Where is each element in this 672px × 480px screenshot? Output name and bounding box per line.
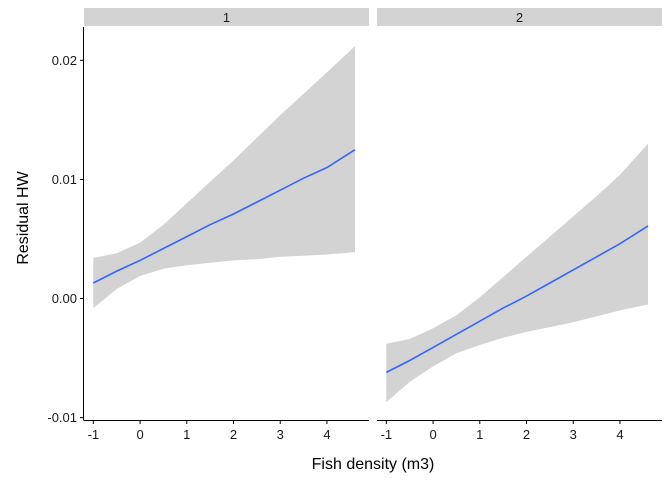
x-tick-label: 4 xyxy=(323,427,330,442)
y-tick-label: 0.01 xyxy=(52,172,77,187)
y-tick-label: -0.01 xyxy=(47,410,77,425)
x-tick-label: 2 xyxy=(523,427,530,442)
facet-strip xyxy=(377,8,662,26)
x-tick-label: 0 xyxy=(429,427,436,442)
panel-2: 2 -1 0 1 2 3 4 xyxy=(377,8,662,442)
y-axis-title: Residual HW xyxy=(15,170,32,264)
x-tick-label: -1 xyxy=(381,427,393,442)
facet-strip xyxy=(84,8,369,26)
x-tick-label: 1 xyxy=(183,427,190,442)
x-tick-label: 1 xyxy=(476,427,483,442)
x-tick-label: -1 xyxy=(88,427,100,442)
fit-line xyxy=(92,149,356,284)
x-axis-title: Fish density (m3) xyxy=(312,456,435,473)
panel-1: 1 -1 0 1 2 3 4 xyxy=(84,8,369,442)
x-tick-label: 3 xyxy=(277,427,284,442)
y-tick-label: 0.02 xyxy=(52,53,77,68)
facet-strip-label: 1 xyxy=(223,10,230,25)
confidence-ribbon xyxy=(386,143,648,403)
x-tick-label: 0 xyxy=(136,427,143,442)
x-tick-label: 4 xyxy=(616,427,623,442)
panels: 1 -1 0 1 2 3 4 2 -1 0 1 2 3 4 xyxy=(84,8,662,442)
y-axis: -0.01 0.00 0.01 0.02 xyxy=(47,27,84,425)
confidence-ribbon xyxy=(93,46,356,309)
x-tick-label: 3 xyxy=(570,427,577,442)
x-tick-label: 2 xyxy=(230,427,237,442)
y-tick-label: 0.00 xyxy=(52,291,77,306)
fit-line xyxy=(385,225,649,374)
facet-strip-label: 2 xyxy=(516,10,523,25)
